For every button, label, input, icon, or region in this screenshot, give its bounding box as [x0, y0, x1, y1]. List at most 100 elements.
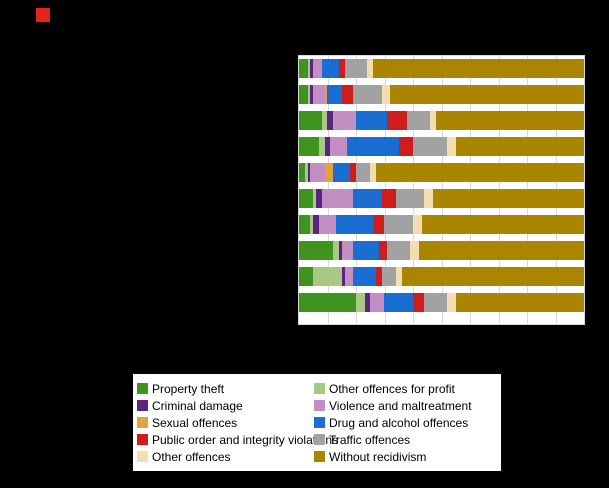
bar-segment [432, 189, 584, 208]
bar-segment [310, 85, 314, 104]
bar-segment [353, 189, 382, 208]
bar-segment [321, 189, 354, 208]
bar-segment [350, 163, 356, 182]
bar-segment [299, 163, 305, 182]
bar-row [299, 267, 584, 286]
bar-row [299, 59, 584, 78]
bar-segment [418, 241, 584, 260]
legend-swatch [314, 451, 325, 462]
bar-segment [412, 293, 425, 312]
legend-item: Criminal damage [137, 397, 314, 414]
stacked-bars [299, 56, 584, 324]
bar-segment [347, 137, 399, 156]
plot-area [298, 55, 585, 325]
legend-label: Public order and integrity violations [152, 432, 339, 447]
legend-item: Without recidivism [314, 448, 497, 465]
bar-segment [373, 215, 385, 234]
bar-segment [341, 267, 345, 286]
bar-segment [370, 163, 376, 182]
bar-segment [401, 267, 584, 286]
bar-segment [364, 293, 371, 312]
bar-segment [344, 267, 354, 286]
bar-segment [318, 137, 325, 156]
bar-segment [299, 215, 311, 234]
bar-segment [410, 241, 419, 260]
bar-segment [435, 111, 584, 130]
legend: Property theft Other offences for profit C… [133, 374, 501, 471]
bar-segment [355, 111, 388, 130]
bar-segment [412, 215, 422, 234]
bar-row [299, 111, 584, 130]
bar-segment [321, 111, 328, 130]
bar-segment [341, 85, 354, 104]
legend-swatch [137, 417, 148, 428]
bar-segment [299, 111, 322, 130]
legend-swatch [137, 383, 148, 394]
legend-item: Other offences for profit [314, 380, 497, 397]
legend-label: Drug and alcohol offences [329, 415, 469, 430]
bar-segment [407, 111, 431, 130]
legend-item: Drug and alcohol offences [314, 414, 497, 431]
bar-segment [384, 293, 413, 312]
bar-segment [395, 267, 402, 286]
legend-label: Other offences [152, 449, 231, 464]
bar-segment [318, 215, 337, 234]
bar-segment [378, 241, 388, 260]
bar-segment [344, 59, 368, 78]
bar-segment [367, 59, 374, 78]
bar-segment [333, 163, 351, 182]
bar-row [299, 293, 584, 312]
bar-segment [313, 189, 317, 208]
bar-segment [307, 85, 311, 104]
legend-label: Without recidivism [329, 449, 427, 464]
bar-segment [395, 189, 425, 208]
bar-row [299, 189, 584, 208]
legend-swatch [137, 434, 148, 445]
bar-segment [455, 137, 584, 156]
bar-segment [421, 215, 584, 234]
bar-segment [299, 85, 308, 104]
bar-segment [338, 59, 345, 78]
legend-swatch [314, 417, 325, 428]
legend-swatch [314, 400, 325, 411]
bar-segment [313, 59, 322, 78]
ssb-logo [36, 8, 50, 22]
bar-segment [333, 241, 339, 260]
legend-item: Other offences [137, 448, 314, 465]
bar-segment [375, 163, 584, 182]
legend-item: Property theft [137, 380, 314, 397]
bar-row [299, 215, 584, 234]
legend-item: Public order and integrity violations [137, 431, 338, 448]
bar-segment [381, 85, 391, 104]
bar-segment [307, 59, 311, 78]
bar-segment [381, 267, 396, 286]
legend-swatch [137, 400, 148, 411]
bar-segment [321, 59, 339, 78]
bar-segment [313, 267, 342, 286]
legend-item: Traffic offences [314, 431, 497, 448]
bar-segment [310, 215, 314, 234]
bar-segment [330, 137, 348, 156]
bar-row [299, 163, 584, 182]
bar-segment [387, 111, 408, 130]
bar-row [299, 137, 584, 156]
bar-segment [304, 163, 308, 182]
bar-segment [398, 137, 413, 156]
bar-segment [324, 163, 334, 182]
bar-segment [356, 293, 365, 312]
legend-label: Traffic offences [329, 432, 411, 447]
legend-label: Sexual offences [152, 415, 238, 430]
legend-label: Property theft [152, 381, 225, 396]
legend-swatch [137, 451, 148, 462]
bar-segment [313, 85, 325, 104]
bar-segment [375, 267, 382, 286]
bar-segment [384, 215, 413, 234]
bar-segment [299, 241, 334, 260]
bar-segment [299, 293, 356, 312]
legend-item: Violence and maltreatment [314, 397, 497, 414]
bar-segment [381, 189, 396, 208]
bar-row [299, 85, 584, 104]
legend-swatch [314, 383, 325, 394]
legend-item: Sexual offences [137, 414, 314, 431]
legend-label: Violence and maltreatment [329, 398, 472, 413]
